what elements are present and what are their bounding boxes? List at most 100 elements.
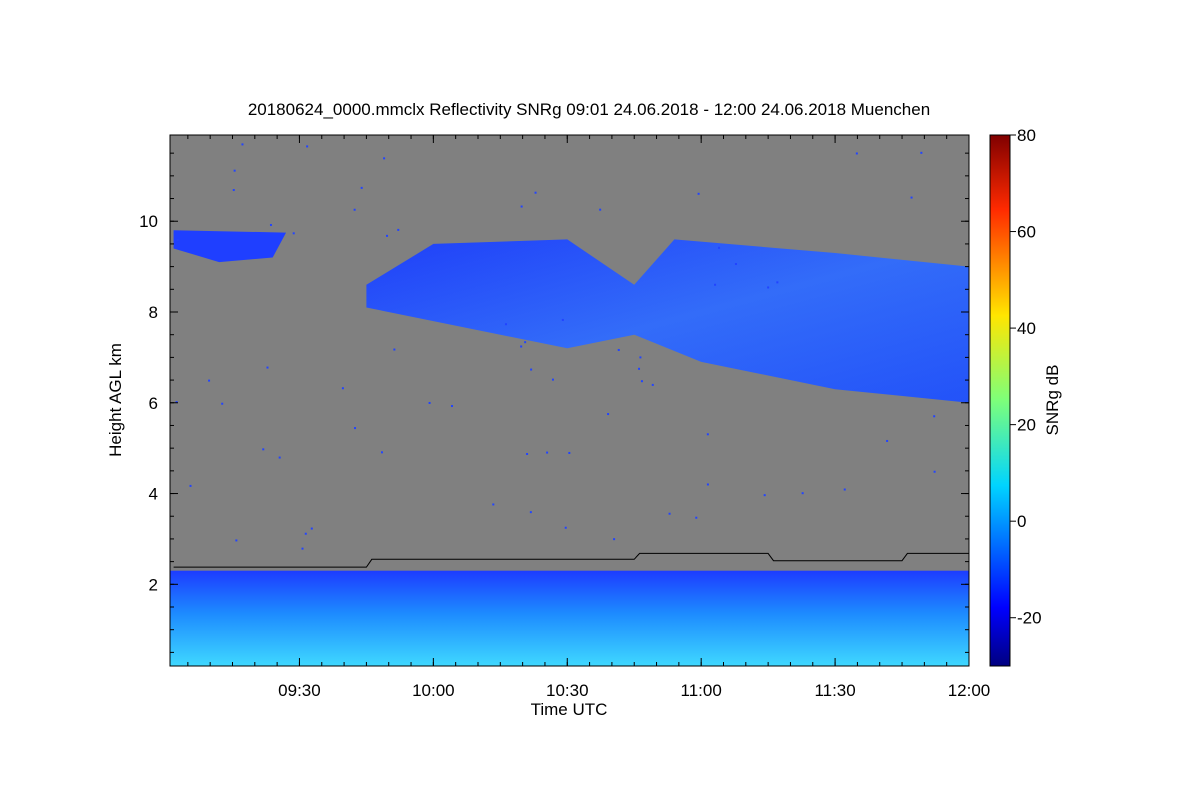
speckle-dot	[520, 345, 523, 348]
speckle-dot	[599, 208, 602, 211]
speckle-dot	[910, 196, 913, 199]
speckle-dot	[269, 224, 272, 227]
speckle-dot	[718, 246, 721, 249]
speckle-dot	[306, 145, 309, 148]
speckle-dot	[561, 318, 564, 321]
speckle-dot	[278, 456, 281, 459]
speckle-dot	[241, 143, 244, 146]
speckle-dot	[189, 484, 192, 487]
y-tick-label: 6	[149, 394, 158, 413]
speckle-dot	[304, 532, 307, 535]
speckle-dot	[292, 232, 295, 235]
speckle-dot	[208, 379, 211, 382]
speckle-dot	[428, 401, 431, 404]
speckle-dot	[232, 189, 235, 192]
speckle-dot	[920, 151, 923, 154]
speckle-dot	[397, 228, 400, 231]
clutter-speckle	[175, 143, 936, 550]
speckle-dot	[776, 281, 779, 284]
speckle-dot	[176, 239, 179, 242]
speckle-dot	[638, 367, 641, 370]
speckle-dot	[546, 451, 549, 454]
x-tick-label: 09:30	[278, 681, 321, 700]
colorbar-tick-label: 20	[1017, 416, 1036, 435]
speckle-dot	[886, 439, 889, 442]
speckle-dot	[640, 380, 643, 383]
boundary-layer-line	[173, 552, 969, 568]
speckle-dot	[383, 157, 386, 160]
speckle-dot	[933, 470, 936, 473]
speckle-dot	[734, 263, 737, 266]
speckle-dot	[706, 483, 709, 486]
speckle-dot	[235, 539, 238, 542]
speckle-dot	[530, 368, 533, 371]
x-tick-label: 12:00	[948, 681, 991, 700]
x-tick-label: 10:00	[412, 681, 455, 700]
speckle-dot	[341, 387, 344, 390]
speckle-dot	[529, 511, 532, 514]
y-tick-label: 8	[149, 303, 158, 322]
speckle-dot	[526, 452, 529, 455]
speckle-dot	[492, 503, 495, 506]
speckle-dot	[504, 323, 507, 326]
colorbar-ticks: -20 0 20 40 60 80	[1010, 126, 1042, 628]
speckle-dot	[233, 169, 236, 172]
speckle-dot	[763, 494, 766, 497]
speckle-dot	[801, 492, 804, 495]
speckle-dot	[524, 341, 527, 344]
colorbar-tick-label: 60	[1017, 223, 1036, 242]
x-tick-label: 10:30	[546, 681, 589, 700]
speckle-dot	[855, 152, 858, 155]
speckle-dot	[767, 286, 770, 289]
y-tick-label: 10	[139, 212, 158, 231]
speckle-dot	[568, 451, 571, 454]
colorbar-tick-label: 40	[1017, 319, 1036, 338]
speckle-dot	[310, 527, 313, 530]
speckle-dot	[393, 348, 396, 351]
speckle-dot	[266, 366, 269, 369]
x-axis-label: Time UTC	[531, 700, 608, 719]
cirrus-cloud-layer	[366, 239, 969, 403]
plot-frame	[169, 134, 970, 667]
speckle-dot	[697, 192, 700, 195]
x-axis: 09:30 10:00 10:30 11:00 11:30 12:00	[187, 135, 991, 700]
boundary-layer-echo	[170, 570, 969, 666]
colorbar	[989, 134, 1011, 667]
y-axis: 2 4 6 8 10	[139, 152, 969, 653]
y-tick-label: 2	[149, 575, 158, 594]
x-tick-label: 11:30	[814, 681, 855, 700]
speckle-dot	[353, 208, 356, 211]
speckle-dot	[301, 547, 304, 550]
speckle-dot	[451, 405, 454, 408]
plot-area	[170, 135, 969, 666]
colorbar-label: SNRg dB	[1043, 365, 1062, 436]
speckle-dot	[706, 433, 709, 436]
speckle-dot	[534, 191, 537, 194]
speckle-dot	[617, 348, 620, 351]
speckle-dot	[639, 356, 642, 359]
speckle-dot	[221, 402, 224, 405]
speckle-dot	[386, 234, 389, 237]
speckle-dot	[714, 283, 717, 286]
speckle-dot	[520, 205, 523, 208]
cloud-fragment-left	[173, 230, 287, 263]
speckle-dot	[175, 401, 178, 404]
colorbar-tick-label: 0	[1017, 512, 1026, 531]
chart-title: 20180624_0000.mmclx Reflectivity SNRg 09…	[248, 100, 930, 119]
speckle-dot	[695, 516, 698, 519]
speckle-dot	[551, 378, 554, 381]
speckle-dot	[843, 488, 846, 491]
speckle-dot	[607, 413, 610, 416]
speckle-dot	[564, 526, 567, 529]
colorbar-tick-label: -20	[1017, 609, 1042, 628]
colorbar-tick-label: 80	[1017, 126, 1036, 145]
speckle-dot	[613, 538, 616, 541]
speckle-dot	[668, 512, 671, 515]
speckle-dot	[651, 383, 654, 386]
speckle-dot	[360, 186, 363, 189]
y-tick-label: 4	[149, 485, 158, 504]
y-axis-label: Height AGL km	[106, 343, 125, 457]
speckle-dot	[933, 415, 936, 418]
speckle-dot	[380, 451, 383, 454]
